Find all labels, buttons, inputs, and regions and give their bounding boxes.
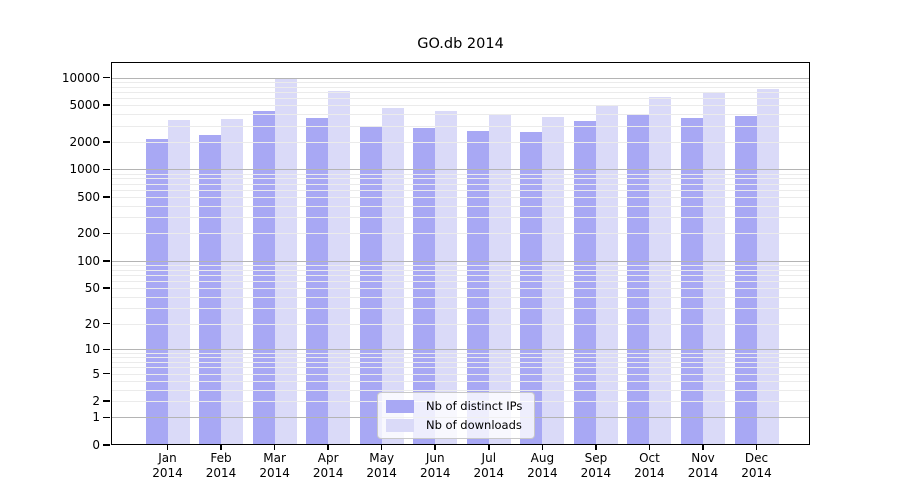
bar-apr-downloads [328, 91, 351, 445]
chart-title: GO.db 2014 [417, 36, 504, 52]
x-tick-label-aug: Aug 2014 [527, 451, 558, 480]
y-tick-mark [103, 141, 110, 143]
bar-apr-ips [306, 118, 329, 445]
bar-nov-ips [681, 117, 703, 445]
y-tick-label: 10000 [61, 70, 100, 85]
x-tick-label-nov: Nov 2014 [687, 451, 719, 480]
bar-mar-ips [252, 110, 275, 445]
y-tick-mark [103, 348, 110, 351]
x-tick-label-mar: Mar 2014 [259, 451, 290, 480]
bar-feb-ips [199, 134, 222, 445]
x-tick-mark [434, 445, 437, 450]
bar-sep-downloads [595, 106, 618, 445]
bar-jun-downloads [435, 110, 458, 445]
x-tick-mark [702, 445, 704, 450]
y-tick-mark [103, 168, 110, 171]
legend: Nb of distinct IPs Nb of downloads [377, 392, 536, 439]
y-tick-label: 2 [92, 394, 100, 409]
y-tick-label: 5000 [69, 98, 100, 113]
y-tick-mark [103, 400, 110, 402]
x-tick-label-feb: Feb 2014 [205, 451, 237, 480]
legend-label: Nb of distinct IPs [426, 399, 523, 413]
x-tick-mark [166, 445, 169, 450]
y-tick-mark [103, 287, 110, 289]
bar-nov-downloads [703, 92, 725, 445]
bar-may-ips [359, 125, 382, 445]
legend-swatch [386, 399, 414, 413]
y-tick-mark [103, 444, 110, 446]
x-tick-label-sep: Sep 2014 [580, 451, 612, 480]
y-tick-mark [103, 232, 110, 235]
x-tick-mark [541, 445, 544, 450]
x-tick-mark [488, 445, 490, 450]
y-tick-label: 200 [77, 226, 100, 241]
y-tick-label: 1 [92, 410, 100, 425]
y-tick-label: 10 [84, 342, 100, 357]
x-tick-mark [595, 445, 597, 450]
y-tick-mark [103, 260, 110, 262]
x-tick-mark [327, 445, 329, 450]
x-tick-label-jan: Jan 2014 [152, 451, 183, 480]
x-tick-label-jun: Jun 2014 [419, 451, 451, 480]
bar-mar-downloads [274, 77, 297, 445]
y-tick-label: 20 [84, 316, 100, 331]
x-tick-label-dec: Dec 2014 [741, 451, 772, 480]
bar-dec-downloads [756, 88, 779, 445]
y-tick-label: 5 [92, 366, 100, 381]
bar-sep-ips [573, 121, 596, 445]
bar-oct-ips [627, 114, 650, 445]
x-tick-label-apr: Apr 2014 [312, 451, 344, 480]
bar-jun-ips [413, 128, 436, 445]
y-tick-label: 1000 [69, 162, 100, 177]
y-tick-label: 100 [77, 253, 100, 268]
y-tick-mark [103, 322, 110, 325]
bar-jan-ips [145, 138, 168, 445]
x-tick-label-jul: Jul 2014 [473, 451, 505, 480]
y-tick-mark [103, 416, 110, 419]
bar-jul-ips [466, 131, 489, 445]
y-tick-label: 2000 [69, 134, 100, 149]
bar-aug-downloads [542, 117, 565, 445]
y-tick-mark [103, 372, 110, 375]
x-tick-label-oct: Oct 2014 [634, 451, 665, 480]
legend-swatch [386, 418, 414, 432]
y-tick-label: 0 [92, 438, 100, 452]
bars-layer [111, 62, 810, 445]
x-tick-mark [220, 445, 222, 450]
legend-label: Nb of downloads [426, 418, 522, 432]
legend-item-downloads: Nb of downloads [386, 418, 522, 432]
bar-may-downloads [381, 107, 404, 445]
bar-dec-ips [734, 116, 757, 445]
y-tick-mark [103, 76, 110, 79]
y-tick-label: 500 [77, 190, 100, 205]
y-tick-label: 50 [84, 281, 100, 296]
legend-item-ips: Nb of distinct IPs [386, 399, 522, 413]
y-tick-mark [103, 104, 110, 107]
y-tick-mark [103, 196, 110, 198]
bar-jan-downloads [167, 120, 190, 445]
x-tick-mark [380, 445, 383, 450]
bar-oct-downloads [649, 96, 672, 445]
x-tick-mark [648, 445, 651, 450]
bar-feb-downloads [221, 118, 244, 445]
x-tick-mark [273, 445, 276, 450]
plot-area [111, 62, 810, 445]
x-tick-label-may: May 2014 [366, 451, 397, 480]
x-tick-mark [755, 445, 758, 450]
